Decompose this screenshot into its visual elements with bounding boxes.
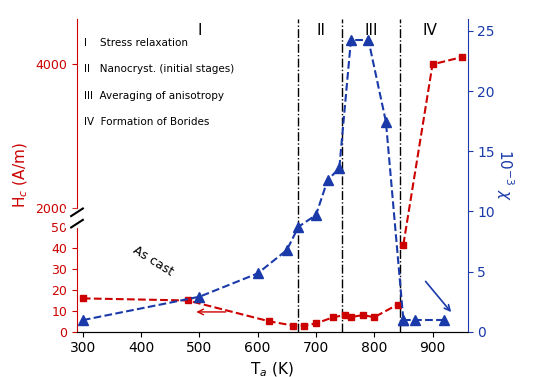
X-axis label: T$_a$ (K): T$_a$ (K) — [250, 361, 294, 377]
Y-axis label: 10$^{-3}$ $\chi$: 10$^{-3}$ $\chi$ — [494, 149, 516, 201]
Text: II: II — [316, 23, 325, 38]
Text: I    Stress relaxation: I Stress relaxation — [84, 38, 188, 48]
Y-axis label: H$_c$ (A/m): H$_c$ (A/m) — [12, 143, 30, 208]
Text: III: III — [365, 23, 378, 38]
Text: IV: IV — [422, 23, 437, 38]
Text: II   Nanocryst. (initial stages): II Nanocryst. (initial stages) — [84, 64, 234, 74]
Text: As cast: As cast — [130, 244, 175, 279]
Bar — [65, 210, 77, 227]
Text: III  Averaging of anisotropy: III Averaging of anisotropy — [84, 91, 224, 101]
Text: I: I — [197, 23, 202, 38]
Text: IV  Formation of Borides: IV Formation of Borides — [84, 118, 210, 127]
